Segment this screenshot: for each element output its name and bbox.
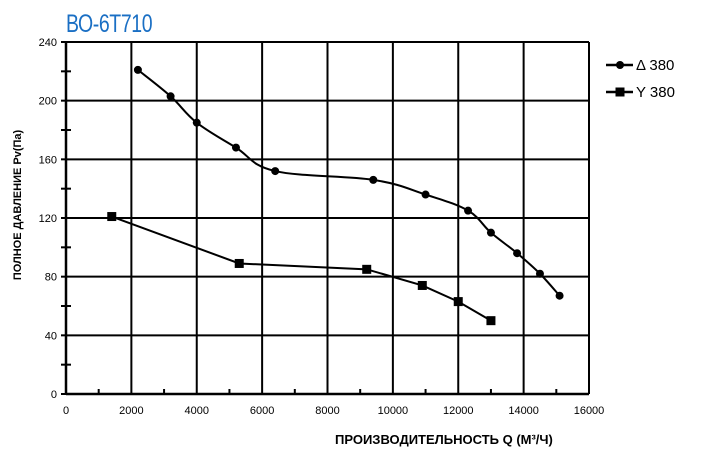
- series-line: [111, 215, 492, 322]
- data-point: [555, 291, 564, 300]
- data-point: [417, 280, 427, 290]
- y-tick-label: 40: [45, 330, 57, 342]
- legend-label: Δ 380: [636, 57, 674, 74]
- data-point: [369, 175, 378, 184]
- data-point: [464, 206, 473, 215]
- x-tick-label: 12000: [443, 405, 474, 417]
- data-point: [513, 249, 522, 258]
- x-tick-label: 4000: [185, 405, 209, 417]
- data-point: [486, 228, 495, 237]
- data-point: [107, 212, 117, 222]
- data-point: [133, 65, 142, 74]
- data-point: [231, 143, 240, 152]
- y-tick-label: 120: [39, 213, 57, 225]
- legend-label: Y 380: [636, 84, 675, 101]
- y-tick-label: 240: [39, 37, 57, 49]
- x-axis-label: ПРОИЗВОДИТЕЛЬНОСТЬ Q (М³/Ч): [335, 432, 553, 447]
- y-tick-label: 80: [45, 272, 57, 284]
- data-point: [486, 316, 496, 326]
- legend-marker: [615, 87, 625, 97]
- data-point: [192, 118, 201, 127]
- y-tick-label: 160: [39, 154, 57, 166]
- x-tick-label: 8000: [315, 405, 339, 417]
- data-point: [271, 167, 280, 176]
- data-point: [421, 190, 430, 199]
- chart-title: ВО-6Т710: [66, 10, 153, 38]
- x-tick-label: 6000: [250, 405, 274, 417]
- data-point: [166, 92, 175, 101]
- data-point: [234, 258, 244, 268]
- series-line: [137, 69, 561, 297]
- data-point: [535, 269, 544, 278]
- data-point: [362, 264, 372, 274]
- x-tick-label: 16000: [574, 405, 605, 417]
- x-tick-label: 2000: [119, 405, 143, 417]
- x-tick-label: 10000: [378, 405, 409, 417]
- y-tick-label: 200: [39, 96, 57, 108]
- y-tick-label: 0: [51, 389, 57, 401]
- x-tick-label: 14000: [508, 405, 539, 417]
- x-tick-label: 0: [63, 405, 69, 417]
- legend-marker: [616, 61, 624, 69]
- data-point: [453, 297, 463, 307]
